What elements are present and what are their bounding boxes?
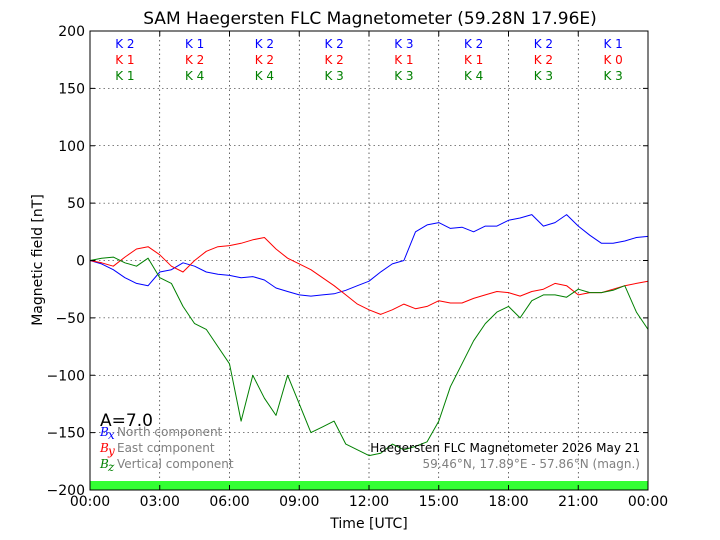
- k-index-z-6: K 3: [534, 69, 553, 83]
- k-index-z-4: K 3: [394, 69, 413, 83]
- plot-frame: [89, 30, 649, 491]
- x-tick-label-6: 18:00: [488, 494, 528, 510]
- k-index-x-0: K 2: [115, 37, 134, 51]
- x-tick-label-5: 15:00: [419, 494, 459, 510]
- y-tick-label-7: 150: [58, 81, 85, 97]
- y-axis-title: Magnetic field [nT]: [30, 194, 46, 326]
- k-index-x-6: K 2: [534, 37, 553, 51]
- k-index-y-6: K 2: [534, 53, 553, 67]
- k-index-y-1: K 2: [185, 53, 204, 67]
- k-index-y-2: K 2: [255, 53, 274, 67]
- y-tick-label-6: 100: [58, 139, 85, 155]
- legend-subscript-y: y: [107, 444, 115, 458]
- k-index-y-4: K 1: [394, 53, 413, 67]
- k-index-y-7: K 0: [603, 53, 622, 67]
- y-tick-label-8: 200: [58, 24, 85, 40]
- axis-ticks: 00:00 03:00 06:00 09:00 12:00 15:00 18:00 21:00…: [47, 24, 669, 510]
- y-tick-label-2: −100: [47, 368, 85, 384]
- grid: [90, 31, 648, 490]
- station-coords: 59.46°N, 17.89°E - 57.86°N (magn.): [423, 457, 640, 471]
- chart-title: SAM Haegersten FLC Magnetometer (59.28N …: [143, 9, 597, 29]
- k-index-x-2: K 2: [255, 37, 274, 51]
- k-index-x-7: K 1: [603, 37, 622, 51]
- k-index-z-7: K 3: [603, 69, 622, 83]
- k-index-y-0: K 1: [115, 53, 134, 67]
- y-tick-label-5: 50: [67, 196, 85, 212]
- x-tick-label-4: 12:00: [349, 494, 389, 510]
- k-index-y-3: K 2: [324, 53, 343, 67]
- station-label: Haegersten FLC Magnetometer 2026 May 21: [370, 441, 640, 455]
- legend-label-x: North component: [117, 425, 223, 439]
- legend-subscript-x: x: [108, 428, 115, 442]
- data-series: [89, 214, 649, 457]
- legend-symbol-x: B: [99, 425, 109, 439]
- k-index-z-0: K 1: [115, 69, 134, 83]
- k-index-x-4: K 3: [394, 37, 413, 51]
- legend-label-y: East component: [117, 441, 215, 455]
- series-line-z: [89, 256, 649, 457]
- y-tick-label-4: 0: [76, 254, 85, 270]
- y-tick-label-0: −200: [47, 483, 85, 499]
- k-index-table: K 2 K 1 K 2 K 2 K 3 K 2 K 2 K 1 K 1 K 2 K 2 K 2 K 1 K…: [115, 37, 623, 83]
- k-index-z-1: K 4: [185, 69, 204, 83]
- x-tick-label-2: 06:00: [209, 494, 249, 510]
- x-tick-label-0: 00:00: [70, 494, 110, 510]
- k-index-z-2: K 4: [255, 69, 274, 83]
- x-tick-label-3: 09:00: [279, 494, 319, 510]
- series-line-x: [89, 214, 649, 297]
- series-line-y: [89, 237, 649, 315]
- legend-label-z: Vertical component: [117, 457, 234, 471]
- x-tick-label-8: 00:00: [628, 494, 668, 510]
- y-tick-label-1: −150: [47, 426, 85, 442]
- x-tick-label-7: 21:00: [558, 494, 598, 510]
- k-index-z-3: K 3: [324, 69, 343, 83]
- y-tick-label-3: −50: [55, 311, 85, 327]
- x-tick-label-1: 03:00: [140, 494, 180, 510]
- k-index-x-3: K 2: [324, 37, 343, 51]
- a-index-label: A=7.0: [100, 411, 153, 431]
- k-index-z-5: K 4: [464, 69, 483, 83]
- k-index-y-5: K 1: [464, 53, 483, 67]
- legend-symbol-y: B: [99, 441, 109, 455]
- legend-symbol-z: B: [99, 457, 109, 471]
- k-index-x-5: K 2: [464, 37, 483, 51]
- x-axis-title: Time [UTC]: [329, 516, 407, 532]
- k-index-x-1: K 1: [185, 37, 204, 51]
- legend-subscript-z: z: [107, 460, 115, 474]
